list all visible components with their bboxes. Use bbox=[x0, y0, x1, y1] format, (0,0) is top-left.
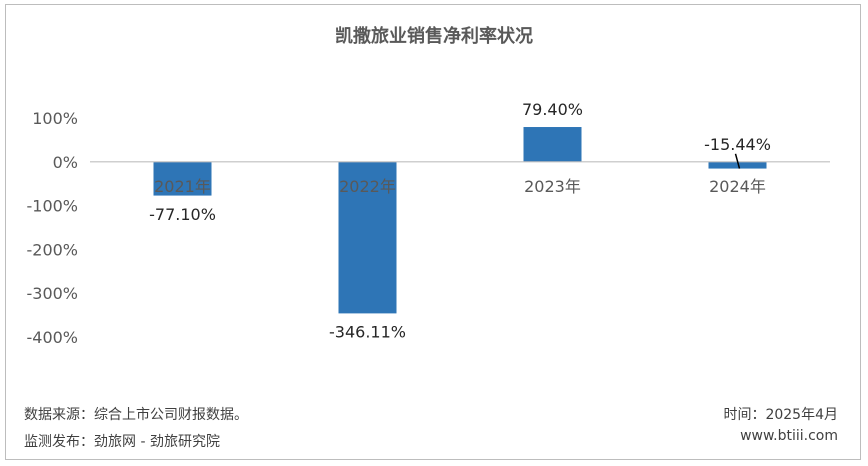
bar bbox=[153, 161, 212, 196]
data-label: 79.40% bbox=[522, 100, 583, 119]
publish-time: 时间：2025年4月 bbox=[723, 407, 838, 423]
y-tick-label: -300% bbox=[26, 284, 78, 303]
x-tick-label: 2024年 bbox=[709, 177, 766, 196]
value-labels: -77.10% -346.11% 79.40% -15.44% bbox=[149, 100, 771, 341]
bar bbox=[523, 127, 582, 162]
y-tick-label: 0% bbox=[53, 153, 78, 172]
y-tick-label: -100% bbox=[26, 197, 78, 216]
x-tick-label: 2022年 bbox=[339, 177, 396, 196]
publisher-note: 监测发布：劲旅网 - 劲旅研究院 bbox=[24, 434, 220, 450]
x-axis-labels: 2021年 2022年 2023年 2024年 bbox=[154, 177, 766, 196]
bar bbox=[708, 161, 767, 169]
data-label: -15.44% bbox=[704, 135, 771, 154]
x-tick-label: 2021年 bbox=[154, 177, 211, 196]
y-tick-label: 100% bbox=[32, 109, 78, 128]
label-leader-line bbox=[734, 153, 741, 169]
data-label: -346.11% bbox=[329, 322, 406, 341]
y-tick-label: -400% bbox=[26, 328, 78, 347]
data-source-note: 数据来源：综合上市公司财报数据。 bbox=[24, 407, 248, 423]
y-axis-labels: 100% 0% -100% -200% -300% -400% bbox=[26, 109, 78, 347]
chart-title: 凯撒旅业销售净利率状况 bbox=[335, 26, 533, 47]
bars bbox=[153, 127, 767, 314]
chart-frame bbox=[5, 4, 861, 460]
bar bbox=[338, 161, 397, 314]
data-label: -77.10% bbox=[149, 205, 216, 224]
x-tick-label: 2023年 bbox=[524, 177, 581, 196]
y-tick-label: -200% bbox=[26, 240, 78, 259]
website-link[interactable]: www.btiii.com bbox=[740, 428, 838, 444]
